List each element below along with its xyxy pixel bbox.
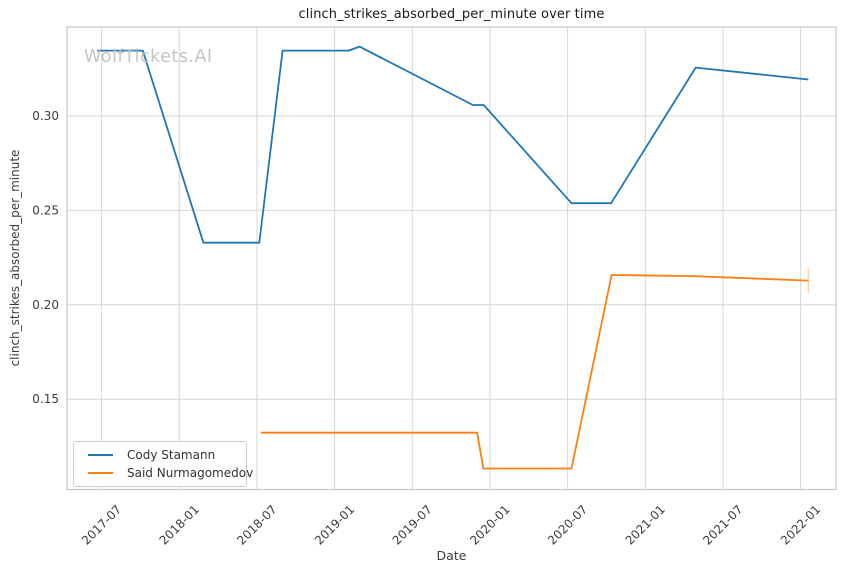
- legend-swatch-said-nurmagomedov: [88, 471, 113, 475]
- x-tick-label: 2022-01: [778, 502, 823, 547]
- legend-label: Cody Stamann: [127, 448, 216, 462]
- legend-item: Said Nurmagomedov: [88, 466, 253, 480]
- series-line-said-nurmagomedov: [260, 274, 809, 470]
- legend-item: Cody Stamann: [88, 448, 246, 462]
- x-tick-label: 2021-01: [623, 502, 668, 547]
- watermark: WolfTickets.AI: [84, 47, 213, 67]
- y-tick-label: 0.20: [32, 298, 59, 312]
- legend: Cody Stamann Said Nurmagomedov: [73, 441, 253, 487]
- y-tick-label: 0.30: [32, 109, 59, 123]
- series-line-cody-stamann: [97, 45, 809, 244]
- y-axis-label: clinch_strikes_absorbed_per_minute: [8, 149, 22, 367]
- x-tick-label: 2021-07: [700, 502, 745, 547]
- x-tick-label: 2017-07: [79, 502, 124, 547]
- legend-label: Said Nurmagomedov: [127, 466, 254, 480]
- y-tick-label: 0.15: [32, 392, 59, 406]
- x-tick-label: 2020-07: [545, 502, 590, 547]
- plot-border: [66, 26, 837, 491]
- x-axis-label: Date: [436, 548, 467, 563]
- x-tick-label: 2019-07: [390, 502, 435, 547]
- x-tick-label: 2018-01: [157, 502, 202, 547]
- x-tick-label: 2018-07: [234, 502, 279, 547]
- x-tick-label: 2020-01: [467, 502, 512, 547]
- y-tick-label: 0.25: [32, 203, 59, 217]
- x-tick-label: 2019-01: [312, 502, 357, 547]
- legend-swatch-cody-stamann: [88, 453, 113, 457]
- chart-title: clinch_strikes_absorbed_per_minute over …: [298, 7, 605, 22]
